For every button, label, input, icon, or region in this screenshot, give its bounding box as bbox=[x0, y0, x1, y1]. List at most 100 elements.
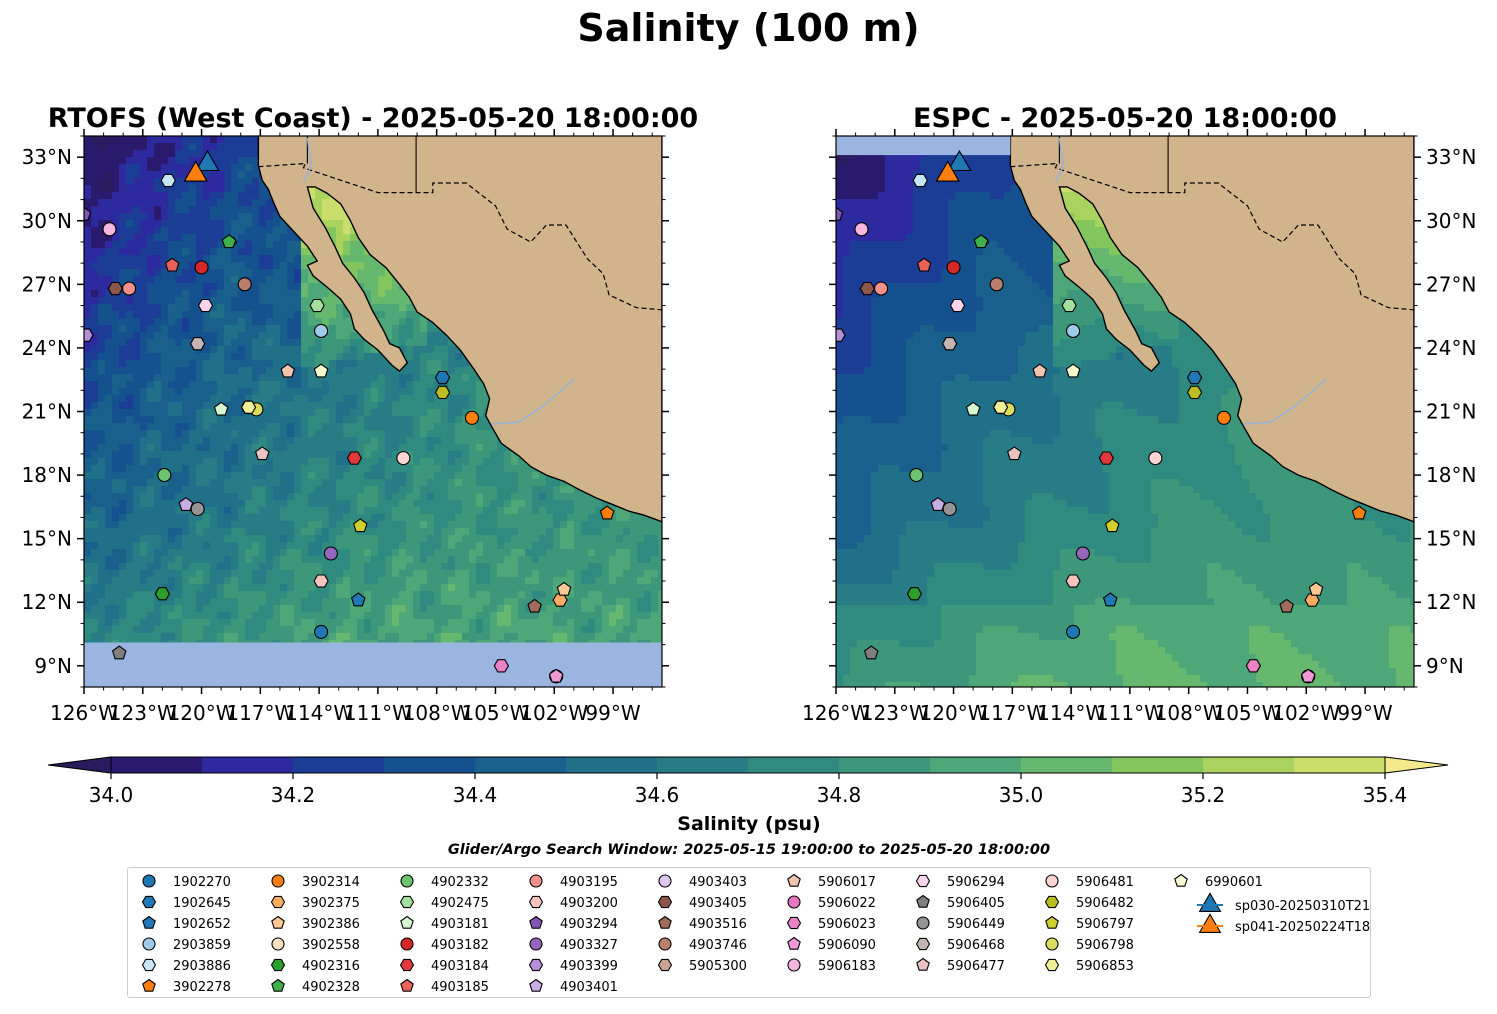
field-cell bbox=[84, 486, 92, 494]
field-cell bbox=[168, 472, 176, 480]
field-cell bbox=[364, 437, 372, 445]
field-cell bbox=[147, 227, 155, 235]
field-cell bbox=[189, 283, 197, 291]
field-cell bbox=[98, 500, 106, 508]
field-cell bbox=[210, 213, 218, 221]
field-cell bbox=[280, 220, 288, 228]
field-cell bbox=[175, 199, 183, 207]
field-cell bbox=[196, 521, 204, 529]
field-cell bbox=[399, 542, 407, 550]
field-cell bbox=[476, 535, 484, 543]
field-cell bbox=[196, 213, 204, 221]
field-cell bbox=[308, 325, 316, 333]
field-cell bbox=[399, 402, 407, 410]
field-cell bbox=[476, 486, 484, 494]
field-cell bbox=[203, 332, 211, 340]
field-cell bbox=[252, 143, 260, 151]
field-cell bbox=[637, 521, 645, 529]
field-cell bbox=[168, 409, 176, 417]
field-cell bbox=[420, 402, 428, 410]
field-cell bbox=[574, 535, 582, 543]
field-cell bbox=[182, 199, 190, 207]
field-cell bbox=[189, 185, 197, 193]
field-cell bbox=[322, 199, 330, 207]
field-cell bbox=[336, 367, 344, 375]
field-cell bbox=[147, 150, 155, 158]
field-cell bbox=[322, 220, 330, 228]
field-cell bbox=[413, 514, 421, 522]
field-cell bbox=[119, 143, 127, 151]
field-cell bbox=[266, 283, 274, 291]
field-cell bbox=[182, 549, 190, 557]
field-cell bbox=[518, 514, 526, 522]
field-cell bbox=[252, 164, 260, 172]
field-cell bbox=[427, 430, 435, 438]
field-cell bbox=[245, 444, 253, 452]
field-cell bbox=[168, 325, 176, 333]
field-cell bbox=[343, 262, 351, 270]
field-cell bbox=[133, 367, 141, 375]
field-cell bbox=[91, 227, 99, 235]
field-cell bbox=[308, 311, 316, 319]
field-cell bbox=[308, 367, 316, 375]
field-cell bbox=[245, 353, 253, 361]
field-cell bbox=[441, 367, 449, 375]
field-cell bbox=[203, 192, 211, 200]
field-cell bbox=[84, 472, 92, 480]
field-cell bbox=[455, 388, 463, 396]
field-cell bbox=[483, 402, 491, 410]
field-cell bbox=[238, 318, 246, 326]
field-cell bbox=[189, 157, 197, 165]
field-cell bbox=[385, 290, 393, 298]
field-cell bbox=[336, 395, 344, 403]
field-cell bbox=[112, 234, 120, 242]
field-cell bbox=[399, 325, 407, 333]
field-cell bbox=[91, 276, 99, 284]
field-cell bbox=[448, 535, 456, 543]
field-cell bbox=[105, 486, 113, 494]
field-cell bbox=[161, 437, 169, 445]
field-cell bbox=[238, 248, 246, 256]
field-cell bbox=[434, 346, 442, 354]
field-cell bbox=[448, 395, 456, 403]
field-cell bbox=[343, 367, 351, 375]
field-cell bbox=[224, 528, 232, 536]
field-cell bbox=[644, 535, 652, 543]
field-cell bbox=[203, 276, 211, 284]
field-cell bbox=[406, 409, 414, 417]
field-cell bbox=[427, 514, 435, 522]
field-cell bbox=[147, 143, 155, 151]
field-cell bbox=[119, 437, 127, 445]
field-cell bbox=[161, 458, 169, 466]
field-cell bbox=[357, 248, 365, 256]
field-cell bbox=[490, 479, 498, 487]
field-cell bbox=[126, 479, 134, 487]
field-cell bbox=[441, 486, 449, 494]
field-cell bbox=[469, 423, 477, 431]
field-cell bbox=[448, 339, 456, 347]
field-cell bbox=[462, 409, 470, 417]
field-cell bbox=[518, 458, 526, 466]
field-cell bbox=[273, 339, 281, 347]
field-cell bbox=[448, 514, 456, 522]
field-cell bbox=[168, 367, 176, 375]
field-cell bbox=[182, 248, 190, 256]
field-cell bbox=[378, 416, 386, 424]
field-cell bbox=[105, 367, 113, 375]
field-cell bbox=[126, 164, 134, 172]
field-cell bbox=[301, 346, 309, 354]
field-cell bbox=[392, 325, 400, 333]
field-cell bbox=[476, 437, 484, 445]
field-cell bbox=[154, 423, 162, 431]
field-cell bbox=[217, 262, 225, 270]
field-cell bbox=[392, 318, 400, 326]
field-cell bbox=[210, 535, 218, 543]
field-cell bbox=[609, 521, 617, 529]
field-cell bbox=[525, 535, 533, 543]
field-cell bbox=[168, 542, 176, 550]
field-cell bbox=[427, 409, 435, 417]
field-cell bbox=[273, 360, 281, 368]
field-cell bbox=[168, 269, 176, 277]
field-cell bbox=[105, 430, 113, 438]
field-cell bbox=[322, 430, 330, 438]
